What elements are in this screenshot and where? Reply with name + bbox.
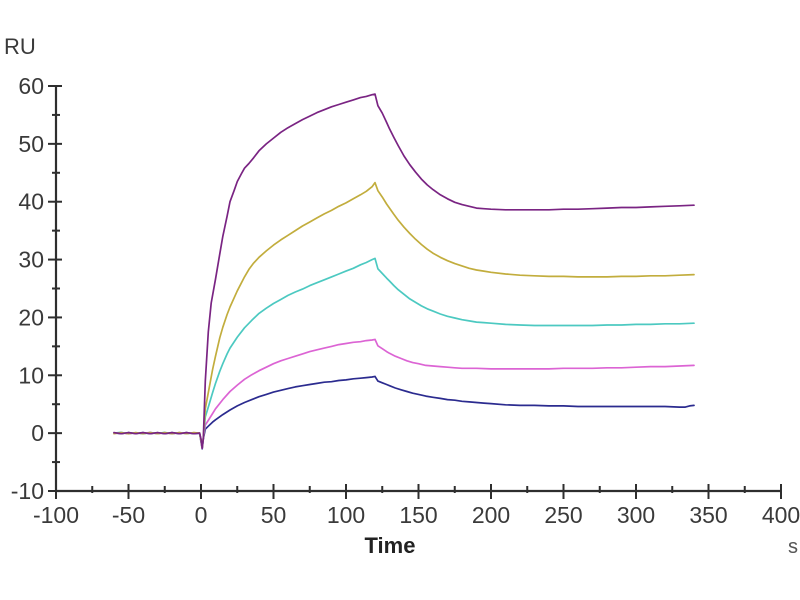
x-tick-label: 300 bbox=[617, 502, 655, 528]
y-tick-label: 20 bbox=[18, 304, 44, 330]
y-tick-label: 50 bbox=[18, 131, 44, 157]
series-line-cyan bbox=[113, 257, 695, 449]
x-tick-label: 250 bbox=[544, 502, 582, 528]
x-tick-label: -50 bbox=[112, 502, 145, 528]
y-tick-label: 10 bbox=[18, 362, 44, 388]
x-tick-label: 100 bbox=[327, 502, 365, 528]
y-tick-label: 30 bbox=[18, 247, 44, 273]
x-tick-label: -100 bbox=[33, 502, 79, 528]
x-axis-title: Time bbox=[364, 533, 416, 558]
x-tick-label: 350 bbox=[689, 502, 727, 528]
x-tick-label: 400 bbox=[762, 502, 800, 528]
series-line-magenta bbox=[113, 338, 695, 450]
series-line-purple bbox=[113, 93, 695, 450]
x-tick-label: 0 bbox=[195, 502, 208, 528]
series-line-gold bbox=[113, 181, 695, 449]
y-tick-label: 0 bbox=[31, 420, 44, 446]
y-tick-label: 40 bbox=[18, 189, 44, 215]
y-tick-label: 60 bbox=[18, 73, 44, 99]
y-tick-label: -10 bbox=[11, 478, 44, 504]
x-tick-label: 50 bbox=[261, 502, 287, 528]
x-axis-unit-label: s bbox=[788, 536, 798, 558]
x-tick-label: 150 bbox=[399, 502, 437, 528]
y-axis-unit-label: RU bbox=[4, 34, 36, 59]
x-tick-label: 200 bbox=[472, 502, 510, 528]
